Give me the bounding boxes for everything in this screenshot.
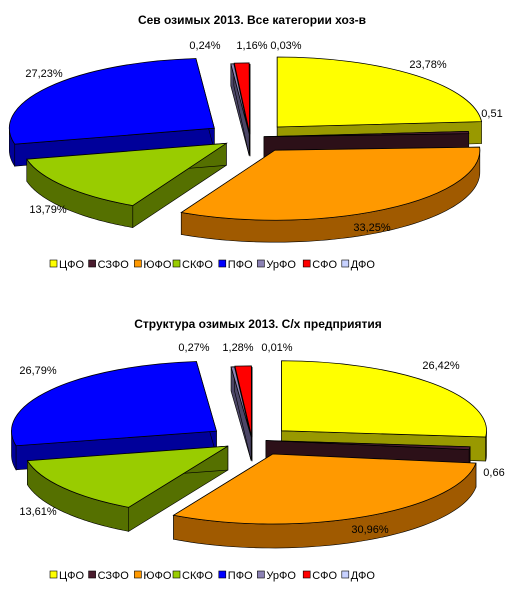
- legend-swatch: [341, 259, 350, 268]
- legend-label: СКФО: [182, 259, 213, 271]
- data-label-урфо: 0,27%: [178, 342, 209, 354]
- legend-label: ЦФО: [59, 570, 85, 582]
- legend-item-юфо: ЮФО: [134, 570, 172, 582]
- data-label-пфо: 26,79%: [19, 365, 57, 377]
- legend-label: ПФО: [228, 259, 253, 271]
- data-label-дфо: 0,01%: [261, 342, 292, 354]
- data-label-сзфо: 0,51: [481, 108, 502, 120]
- legend-swatch: [218, 570, 227, 579]
- chart-2-pie: 26,42% 0,66 30,96% 13,61% 26,79% 0,27% 1,28% 0,…: [11, 342, 505, 549]
- chart-1-legend: ЦФО СЗФО ЮФО СКФО ПФО УрФО СФО ДФО: [49, 259, 376, 271]
- legend-label: СФО: [312, 570, 337, 582]
- data-label-дфо: 0,03%: [270, 40, 301, 52]
- legend-swatch: [49, 259, 58, 268]
- legend-item-дфо: ДФО: [341, 259, 376, 271]
- legend-item-урфо: УрФО: [257, 570, 296, 582]
- legend-swatch: [49, 570, 58, 579]
- legend-swatch: [88, 570, 96, 579]
- legend-label: ЦФО: [59, 259, 85, 271]
- chart-2-legend: ЦФО СЗФО ЮФО СКФО ПФО УрФО СФО ДФО: [49, 570, 376, 582]
- data-label-цфо: 26,42%: [422, 360, 460, 372]
- data-label-пфо: 27,23%: [25, 68, 63, 80]
- legend-label: ДФО: [351, 570, 376, 582]
- data-label-сфо: 1,16%: [236, 40, 267, 52]
- legend-label: СФО: [312, 259, 337, 271]
- legend-swatch: [302, 570, 311, 579]
- slice-юфо: [180, 146, 481, 243]
- legend-swatch: [134, 570, 142, 579]
- chart-1-pie: 23,78% 0,51 33,25% 13,79% 27,23% 0,24% 1,16% 0,…: [8, 40, 503, 243]
- legend-item-сфо: СФО: [302, 259, 338, 271]
- legend-label: УрФО: [266, 259, 296, 271]
- legend-item-цфо: ЦФО: [49, 259, 85, 271]
- data-label-скфо: 13,79%: [29, 204, 67, 216]
- legend-label: УрФО: [266, 570, 296, 582]
- legend-label: СКФО: [182, 570, 213, 582]
- legend-swatch: [88, 259, 96, 268]
- legend-item-пфо: ПФО: [218, 570, 253, 582]
- legend-swatch: [257, 570, 265, 579]
- legend-swatch: [341, 570, 350, 579]
- data-label-юфо: 33,25%: [353, 222, 391, 234]
- legend-item-сзфо: СЗФО: [88, 259, 130, 271]
- data-label-сзфо: 0,66: [483, 467, 504, 479]
- legend-label: ПФО: [228, 570, 253, 582]
- slice-урфо: [230, 366, 252, 461]
- legend-item-дфо: ДФО: [341, 570, 376, 582]
- data-label-сфо: 1,28%: [222, 342, 253, 354]
- data-label-юфо: 30,96%: [351, 524, 389, 536]
- legend-swatch: [172, 570, 181, 579]
- legend-item-цфо: ЦФО: [49, 570, 85, 582]
- data-label-скфо: 13,61%: [19, 506, 57, 518]
- legend-label: СЗФО: [98, 570, 130, 582]
- legend-label: ЮФО: [143, 570, 171, 582]
- legend-item-скфо: СКФО: [172, 570, 213, 582]
- legend-swatch: [218, 259, 227, 268]
- data-label-цфо: 23,78%: [409, 59, 447, 71]
- legend-item-урфо: УрФО: [257, 259, 296, 271]
- legend-swatch: [172, 259, 181, 268]
- legend-item-пфо: ПФО: [218, 259, 253, 271]
- legend-swatch: [257, 259, 265, 268]
- chart-1-title: Сев озимых 2013. Все категории хоз-в: [138, 13, 366, 27]
- data-label-урфо: 0,24%: [189, 40, 220, 52]
- slice-урфо: [230, 63, 250, 156]
- slice-скфо: [26, 142, 228, 229]
- legend-swatch: [134, 259, 142, 268]
- slice-скфо: [26, 445, 229, 532]
- chart-2-title: Структура озимых 2013. С/х предприятия: [134, 317, 382, 331]
- legend-swatch: [302, 259, 311, 268]
- legend-item-сзфо: СЗФО: [88, 570, 130, 582]
- slice-юфо: [172, 453, 477, 549]
- legend-label: СЗФО: [98, 259, 130, 271]
- legend-label: ДФО: [351, 259, 376, 271]
- legend-item-скфо: СКФО: [172, 259, 213, 271]
- legend-label: ЮФО: [143, 259, 171, 271]
- legend-item-юфо: ЮФО: [134, 259, 172, 271]
- legend-item-сфо: СФО: [302, 570, 338, 582]
